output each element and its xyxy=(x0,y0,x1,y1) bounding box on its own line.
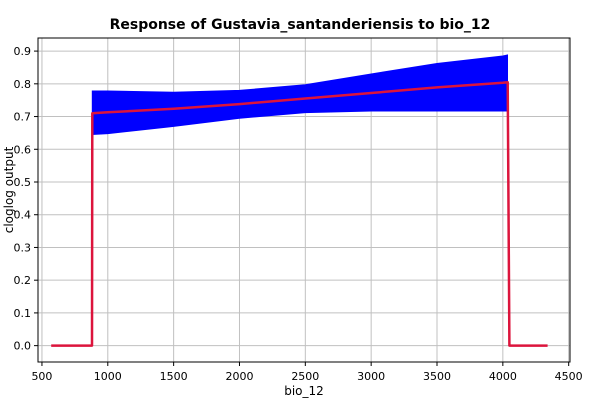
y-tick-label: 0.2 xyxy=(14,274,32,287)
x-tick-label: 2500 xyxy=(291,370,319,383)
y-tick-label: 0.7 xyxy=(14,111,32,124)
y-axis-label: cloglog output xyxy=(2,146,16,233)
y-tick-label: 0.0 xyxy=(14,340,32,353)
y-tick-label: 0.9 xyxy=(14,45,32,58)
x-tick-label: 3000 xyxy=(357,370,385,383)
y-axis-ticks: 0.0 0.1 0.2 0.3 0.4 0.5 0.6 0.7 0.8 0.9 xyxy=(14,45,38,353)
x-tick-label: 3500 xyxy=(423,370,451,383)
y-tick-label: 0.4 xyxy=(14,209,32,222)
x-tick-label: 2000 xyxy=(225,370,253,383)
plot-frame xyxy=(37,37,571,363)
x-tick-label: 4500 xyxy=(555,370,583,383)
x-tick-label: 500 xyxy=(31,370,52,383)
x-tick-label: 4000 xyxy=(489,370,517,383)
confidence-band-layer xyxy=(91,54,508,136)
mean-line-layer xyxy=(51,80,548,347)
y-tick-label: 0.1 xyxy=(14,307,32,320)
y-tick-label: 0.6 xyxy=(14,143,32,156)
confidence-band xyxy=(91,54,508,136)
x-axis-label: bio_12 xyxy=(284,384,324,398)
chart-title: Response of Gustavia_santanderiensis to … xyxy=(110,17,491,33)
x-tick-label: 1000 xyxy=(94,370,122,383)
mean-response-line xyxy=(51,80,548,347)
x-tick-label: 1500 xyxy=(160,370,188,383)
y-tick-label: 0.8 xyxy=(14,78,32,91)
x-axis-ticks: 500 1000 1500 2000 2500 3000 3500 4000 4500 xyxy=(31,362,583,383)
y-tick-label: 0.5 xyxy=(14,176,32,189)
y-tick-label: 0.3 xyxy=(14,241,32,254)
